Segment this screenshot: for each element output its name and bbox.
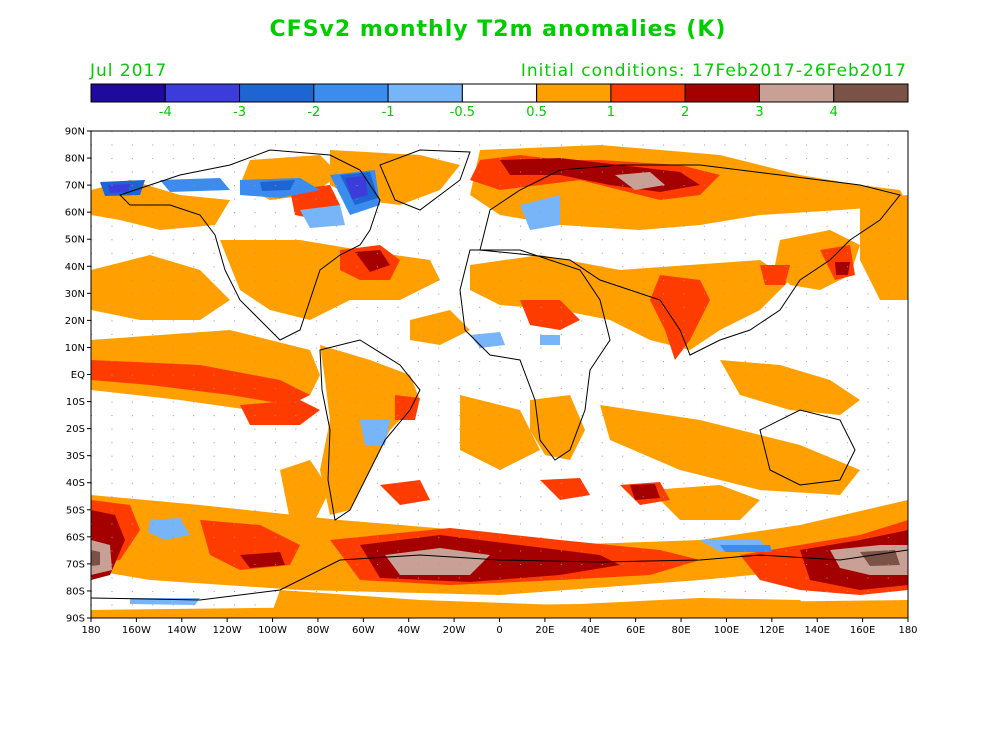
colorbar-swatch (833, 83, 909, 103)
coastline-australia (759, 409, 856, 486)
colorbar-label: 4 (830, 105, 838, 120)
colorbar-label: 0.5 (526, 105, 547, 120)
colorbar-label: -3 (233, 105, 246, 120)
latitude-tick-label: 90S (66, 614, 85, 625)
latitude-tick-label: 10N (65, 343, 85, 354)
latitude-tick-label: 30S (66, 451, 85, 462)
colorbar-label: -0.5 (450, 105, 475, 120)
longitude-tick-label: 160E (850, 625, 875, 636)
latitude-tick-label: EQ (71, 370, 85, 381)
colorbar-swatch (313, 83, 389, 103)
initial-conditions-label: Initial conditions: 17Feb2017-26Feb2017 (521, 61, 907, 81)
colorbar-swatch (536, 83, 612, 103)
latitude-tick-label: 90N (65, 127, 85, 138)
coastline-africa (459, 249, 611, 461)
latitude-tick-label: 80N (65, 154, 85, 165)
colorbar-label: -2 (307, 105, 320, 120)
longitude-tick-label: 60W (352, 625, 375, 636)
latitude-tick-label: 10S (66, 397, 85, 408)
longitude-tick-label: 0 (496, 625, 502, 636)
longitude-tick-label: 60E (626, 625, 645, 636)
colorbar-swatch (610, 83, 686, 103)
longitude-tick-label: 100E (714, 625, 739, 636)
longitude-axis: 180 160W 140W 120W 100W 80W 60W 40W 20W 0 20E 40E 60… (81, 618, 918, 636)
colorbar-swatch (387, 83, 463, 103)
coastline-south-america (319, 339, 421, 521)
longitude-tick-label: 160W (122, 625, 151, 636)
coastline-eurasia (479, 164, 901, 356)
longitude-tick-label: 120W (213, 625, 242, 636)
longitude-tick-label: 40W (397, 625, 420, 636)
colorbar-label: -1 (382, 105, 395, 120)
longitude-tick-label: 180 (81, 625, 100, 636)
longitude-tick-label: 80E (672, 625, 691, 636)
latitude-tick-label: 80S (66, 586, 85, 597)
colorbar-swatch (461, 83, 538, 103)
coastline-greenland (379, 149, 471, 211)
latitude-tick-label: 70N (65, 181, 85, 192)
latitude-tick-label: 60N (65, 208, 85, 219)
colorbar-swatch (90, 83, 166, 103)
longitude-tick-label: 20E (535, 625, 554, 636)
longitude-tick-label: 100W (258, 625, 287, 636)
colorbar-swatch (164, 83, 241, 103)
latitude-tick-label: 50S (66, 505, 85, 516)
longitude-tick-label: 140E (805, 625, 830, 636)
colorbar-label: 1 (607, 105, 615, 120)
colorbar-swatch (758, 83, 835, 103)
coastline-antarctica (91, 549, 908, 601)
map-grid-dots (91, 131, 908, 618)
figure-title: CFSv2 monthly T2m anomalies (K) (270, 17, 727, 42)
latitude-tick-label: 20N (65, 316, 85, 327)
longitude-tick-label: 140W (167, 625, 196, 636)
latitude-tick-label: 40N (65, 262, 85, 273)
valid-month-label: Jul 2017 (89, 61, 167, 81)
latitude-axis: 90N 80N 70N 60N 50N 40N 30N 20N 10N EQ 10S 20S 30S 40… (65, 127, 91, 625)
latitude-tick-label: 30N (65, 289, 85, 300)
colorbar-labels: -4 -3 -2 -1 -0.5 0.5 1 2 3 4 (159, 105, 838, 120)
colorbar-label: 3 (755, 105, 763, 120)
colorbar-swatch (684, 83, 760, 103)
longitude-tick-label: 180 (898, 625, 917, 636)
latitude-tick-label: 70S (66, 559, 85, 570)
coastline-north-america (119, 149, 381, 341)
latitude-tick-label: 40S (66, 478, 85, 489)
longitude-tick-label: 80W (307, 625, 330, 636)
colorbar (90, 83, 909, 103)
latitude-tick-label: 20S (66, 424, 85, 435)
longitude-tick-label: 120E (759, 625, 784, 636)
latitude-tick-label: 60S (66, 532, 85, 543)
colorbar-swatch (239, 83, 315, 103)
colorbar-label: -4 (159, 105, 172, 120)
coastlines (91, 149, 908, 601)
longitude-tick-label: 20W (443, 625, 466, 636)
anomaly-field (91, 131, 908, 618)
colorbar-label: 2 (681, 105, 689, 120)
latitude-tick-label: 50N (65, 235, 85, 246)
longitude-tick-label: 40E (581, 625, 600, 636)
